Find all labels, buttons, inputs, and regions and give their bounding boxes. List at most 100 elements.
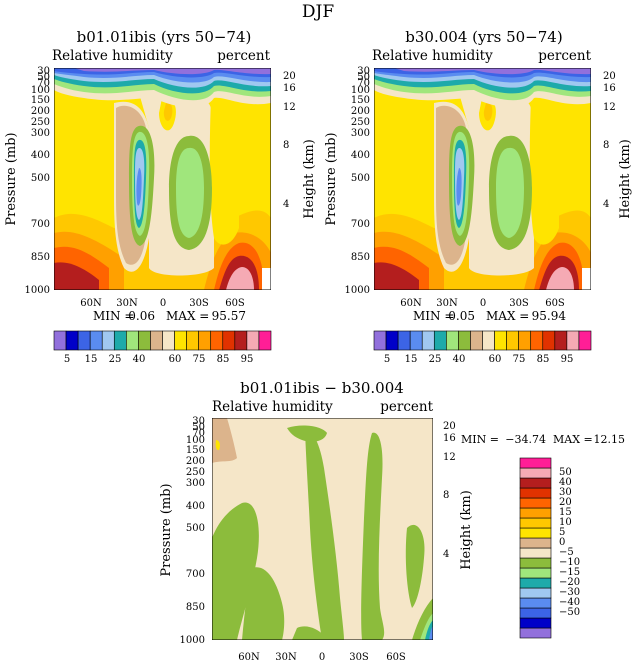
x-tick: 60N <box>238 652 260 660</box>
panel-2-colorbar-labels: 5 15 25 40 60 75 85 95 <box>384 354 574 365</box>
panel-1-ylabel: Pressure (mb) <box>4 132 19 225</box>
colorbar-level: 60 <box>489 354 502 365</box>
y-tick: 300 <box>351 128 370 139</box>
y-right-tick: 20 <box>283 71 296 82</box>
colorbar-level: 75 <box>193 354 206 365</box>
colorbar-swatch <box>210 330 224 351</box>
colorbar-swatch <box>397 330 411 351</box>
colorbar-level: 95 <box>241 354 254 365</box>
y-tick: 50 <box>192 422 205 433</box>
field-region <box>529 96 559 245</box>
field-region <box>212 502 259 640</box>
panel-2-min-label: MIN = <box>413 309 454 323</box>
colorbar-swatch <box>519 597 552 609</box>
y-tick: 50 <box>37 72 50 83</box>
y-tick: 250 <box>351 117 370 128</box>
panel-3-title: b01.01ibis − b30.004 <box>240 379 404 397</box>
colorbar-level: −50 <box>559 607 580 618</box>
y-tick: 850 <box>31 252 50 263</box>
colorbar-swatch <box>162 330 175 351</box>
colorbar-swatch <box>530 330 544 351</box>
colorbar-swatch <box>421 330 435 351</box>
y-tick: 30 <box>192 416 205 427</box>
colorbar-swatch <box>113 330 127 351</box>
colorbar-swatch <box>519 617 552 629</box>
y-right-tick: 8 <box>603 140 609 151</box>
field-region <box>342 487 349 508</box>
colorbar-swatch <box>234 330 248 351</box>
y-tick: 70 <box>37 78 50 89</box>
field-region <box>546 267 574 290</box>
x-tick: 60N <box>400 298 422 309</box>
colorbar-swatch <box>433 330 447 351</box>
colorbar-swatch <box>494 330 507 351</box>
y-tick: 850 <box>351 252 370 263</box>
colorbar-swatch <box>470 330 483 351</box>
field-region <box>305 429 344 640</box>
field-region <box>54 262 99 290</box>
colorbar-level: 15 <box>405 354 418 365</box>
colorbar-swatch <box>519 477 552 489</box>
panel-3-min-value: −34.74 <box>505 433 546 446</box>
y-tick: 700 <box>186 569 205 580</box>
field-region <box>74 68 271 75</box>
panel-1-min-label: MIN = <box>93 309 134 323</box>
y-tick: 150 <box>186 445 205 456</box>
field-region <box>209 96 239 245</box>
colorbar-swatch <box>482 330 495 351</box>
panel-2-colorbar <box>373 330 592 351</box>
y-right-tick: 4 <box>443 549 449 560</box>
colorbar-level: −15 <box>559 567 580 578</box>
field-region <box>496 147 524 238</box>
colorbar-level: 5 <box>559 527 565 538</box>
y-right-tick: 4 <box>283 199 289 210</box>
panel-3-field <box>212 418 433 640</box>
y-tick: 150 <box>31 95 50 106</box>
colorbar-swatch <box>519 537 552 549</box>
panel-1-colorbar-labels: 5 15 25 40 60 75 85 95 <box>64 354 254 365</box>
colorbar-swatch <box>222 330 236 351</box>
panel-1-subtitle-left: Relative humidity <box>52 48 173 64</box>
colorbar-level: 5 <box>384 354 390 365</box>
colorbar-level: 10 <box>559 517 572 528</box>
colorbar-swatch <box>519 527 552 539</box>
y-tick: 400 <box>351 150 370 161</box>
y-tick: 1000 <box>25 285 50 296</box>
y-tick: 70 <box>192 428 205 439</box>
field-region <box>215 440 220 451</box>
y-tick: 300 <box>186 478 205 489</box>
y-right-tick: 16 <box>603 83 616 94</box>
y-right-tick: 12 <box>443 452 456 463</box>
y-tick: 400 <box>31 150 50 161</box>
colorbar-level: 30 <box>559 487 572 498</box>
panel-2-field <box>374 68 591 290</box>
colorbar-level: 0 <box>559 537 565 548</box>
field-region <box>374 262 419 290</box>
field-region <box>242 567 285 640</box>
field-region <box>136 168 142 206</box>
y-right-tick: 16 <box>283 83 296 94</box>
panel-3-subtitle-left: Relative humidity <box>212 399 333 415</box>
panel-1: b01.01ibis (yrs 50−74) Relative humidity… <box>4 28 317 365</box>
colorbar-swatch <box>89 330 103 351</box>
colorbar-level: 5 <box>64 354 70 365</box>
colorbar-swatch <box>519 557 552 569</box>
panel-3-left-ticks: 30 50 70 100 150 200 250 300 400 500 700… <box>180 416 205 646</box>
panel-3-max-label: MAX = <box>553 433 593 446</box>
y-right-tick: 8 <box>443 490 449 501</box>
x-tick: 30N <box>275 652 297 660</box>
x-tick: 30S <box>349 652 369 660</box>
colorbar-level: −20 <box>559 577 580 588</box>
colorbar-swatch <box>578 330 592 351</box>
colorbar-swatch <box>409 330 423 351</box>
panel-3-ylabel-right: Height (km) <box>459 490 474 570</box>
y-right-tick: 12 <box>603 102 616 113</box>
field-region <box>361 432 385 640</box>
field-region <box>582 268 591 290</box>
page-title: DJF <box>302 2 334 22</box>
colorbar-swatch <box>519 507 552 519</box>
x-tick: 0 <box>319 652 325 660</box>
field-region <box>163 102 173 121</box>
panel-2-ylabel-right: Height (km) <box>618 139 633 219</box>
y-right-tick: 20 <box>443 421 456 432</box>
